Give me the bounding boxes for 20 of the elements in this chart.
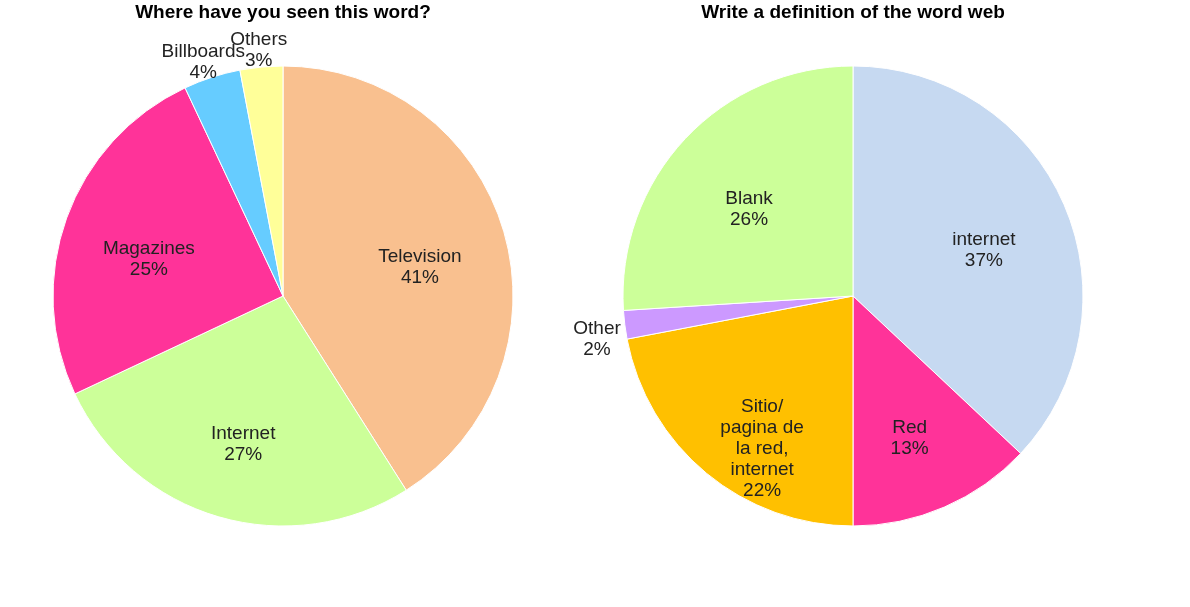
data-label: 22%	[743, 478, 782, 500]
chart-title: Where have you seen this word?	[135, 1, 431, 22]
data-label: 4%	[189, 60, 218, 82]
data-label: 3%	[244, 49, 273, 71]
data-label: 2%	[583, 338, 611, 360]
data-label: 37%	[964, 249, 1003, 271]
data-label: 25%	[129, 257, 168, 279]
slice-label: Red	[892, 415, 928, 437]
slice-label: Sitio/ pagina de la red, internet	[720, 394, 804, 479]
data-label: 26%	[730, 208, 769, 230]
slice-label: Blank	[725, 187, 774, 209]
data-label: 41%	[400, 266, 440, 288]
data-label: 27%	[224, 442, 263, 464]
chart-title: Write a definition of the word web	[701, 1, 1005, 22]
data-label: 13%	[890, 436, 929, 458]
slice-label: Magazines	[102, 236, 195, 258]
slice-label: Other	[573, 317, 622, 339]
slice-label: Television	[378, 245, 462, 267]
slice-label: internet	[952, 228, 1017, 250]
slice-label: Internet	[211, 421, 277, 443]
